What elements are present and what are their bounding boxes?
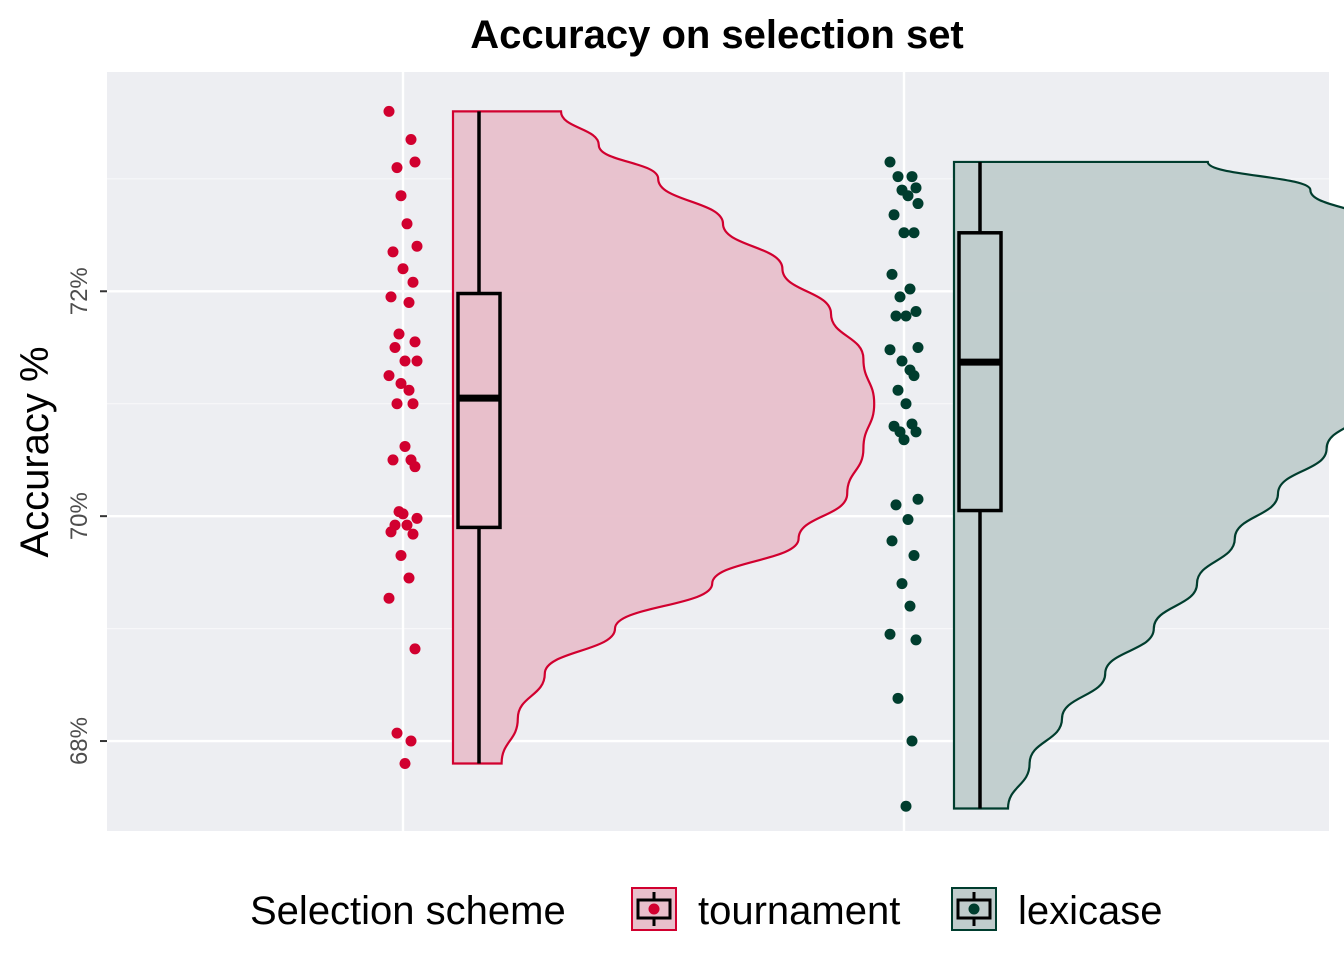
data-point-tournament	[401, 218, 413, 230]
data-point-tournament	[407, 398, 419, 410]
data-point-lexicase	[912, 198, 924, 210]
legend: Selection scheme tournament lexicase	[250, 887, 1163, 933]
data-point-tournament	[391, 162, 403, 174]
data-point-tournament	[397, 263, 409, 275]
data-point-tournament	[399, 355, 411, 367]
data-point-tournament	[403, 384, 415, 396]
data-point-lexicase	[884, 344, 896, 356]
data-point-lexicase	[904, 600, 916, 612]
boxplots	[456, 111, 1003, 809]
y-axis-ticks: 68% 70% 72%	[66, 267, 107, 765]
data-point-lexicase	[910, 634, 922, 646]
data-point-lexicase	[898, 227, 910, 239]
data-point-tournament	[401, 519, 413, 531]
data-point-lexicase	[898, 434, 910, 446]
data-point-lexicase	[908, 370, 920, 382]
legend-title: Selection scheme	[250, 889, 566, 933]
data-point-lexicase	[900, 800, 912, 812]
data-point-lexicase	[888, 209, 900, 221]
data-point-tournament	[403, 572, 415, 584]
data-point-tournament	[409, 461, 421, 473]
data-point-lexicase	[908, 550, 920, 562]
data-point-tournament	[385, 291, 397, 303]
data-point-tournament	[383, 370, 395, 382]
data-point-lexicase	[886, 535, 898, 547]
data-point-tournament	[399, 758, 411, 770]
data-point-tournament	[391, 727, 403, 739]
data-point-lexicase	[908, 227, 920, 239]
data-point-lexicase	[910, 182, 922, 194]
box-lexicase	[957, 231, 1003, 513]
data-point-lexicase	[906, 735, 918, 747]
data-point-tournament	[383, 105, 395, 117]
data-point-tournament	[385, 526, 397, 538]
data-point-tournament	[395, 550, 407, 562]
legend-label-tournament: tournament	[698, 889, 900, 933]
data-point-lexicase	[890, 499, 902, 511]
data-point-lexicase	[910, 426, 922, 438]
legend-key-point-tournament	[648, 903, 660, 915]
data-point-lexicase	[912, 341, 924, 353]
data-point-tournament	[393, 328, 405, 340]
data-point-lexicase	[904, 283, 916, 295]
y-axis-label: Accuracy %	[13, 346, 57, 557]
data-point-tournament	[383, 592, 395, 604]
data-point-tournament	[407, 528, 419, 540]
data-point-tournament	[405, 133, 417, 145]
data-point-lexicase	[884, 156, 896, 168]
violins	[451, 110, 1344, 810]
data-point-tournament	[387, 454, 399, 466]
data-point-tournament	[407, 276, 419, 288]
data-point-tournament	[409, 156, 421, 168]
data-point-lexicase	[896, 578, 908, 590]
data-point-lexicase	[896, 355, 908, 367]
data-point-tournament	[405, 735, 417, 747]
legend-key-tournament	[631, 887, 677, 931]
data-point-lexicase	[884, 628, 896, 640]
data-point-lexicase	[902, 190, 914, 202]
data-point-lexicase	[906, 171, 918, 183]
data-point-lexicase	[892, 384, 904, 396]
y-tick-label: 70%	[66, 492, 93, 540]
jitter-points	[383, 105, 924, 812]
data-point-tournament	[397, 508, 409, 520]
data-point-lexicase	[912, 493, 924, 505]
data-point-lexicase	[900, 310, 912, 322]
data-point-tournament	[395, 377, 407, 389]
legend-key-lexicase	[951, 887, 997, 931]
data-point-tournament	[409, 336, 421, 348]
y-tick-label: 72%	[66, 267, 93, 315]
data-point-lexicase	[900, 398, 912, 410]
data-point-lexicase	[910, 306, 922, 318]
data-point-lexicase	[892, 171, 904, 183]
violin-lexicase	[952, 160, 1344, 810]
data-point-tournament	[411, 240, 423, 252]
data-point-tournament	[411, 512, 423, 524]
data-point-tournament	[389, 341, 401, 353]
data-point-tournament	[395, 190, 407, 202]
box-tournament	[456, 291, 502, 530]
data-point-lexicase	[894, 291, 906, 303]
data-point-tournament	[399, 440, 411, 452]
violin-tournament	[451, 110, 876, 765]
chart-title: Accuracy on selection set	[470, 13, 964, 57]
legend-key-point-lexicase	[968, 903, 980, 915]
data-point-lexicase	[892, 692, 904, 704]
data-point-tournament	[411, 355, 423, 367]
y-tick-label: 68%	[66, 717, 93, 765]
data-point-tournament	[409, 643, 421, 655]
data-point-lexicase	[890, 310, 902, 322]
data-point-tournament	[391, 398, 403, 410]
data-point-lexicase	[902, 514, 914, 526]
data-point-tournament	[403, 297, 415, 309]
data-point-lexicase	[886, 268, 898, 280]
data-point-tournament	[387, 246, 399, 258]
legend-label-lexicase: lexicase	[1018, 889, 1163, 933]
